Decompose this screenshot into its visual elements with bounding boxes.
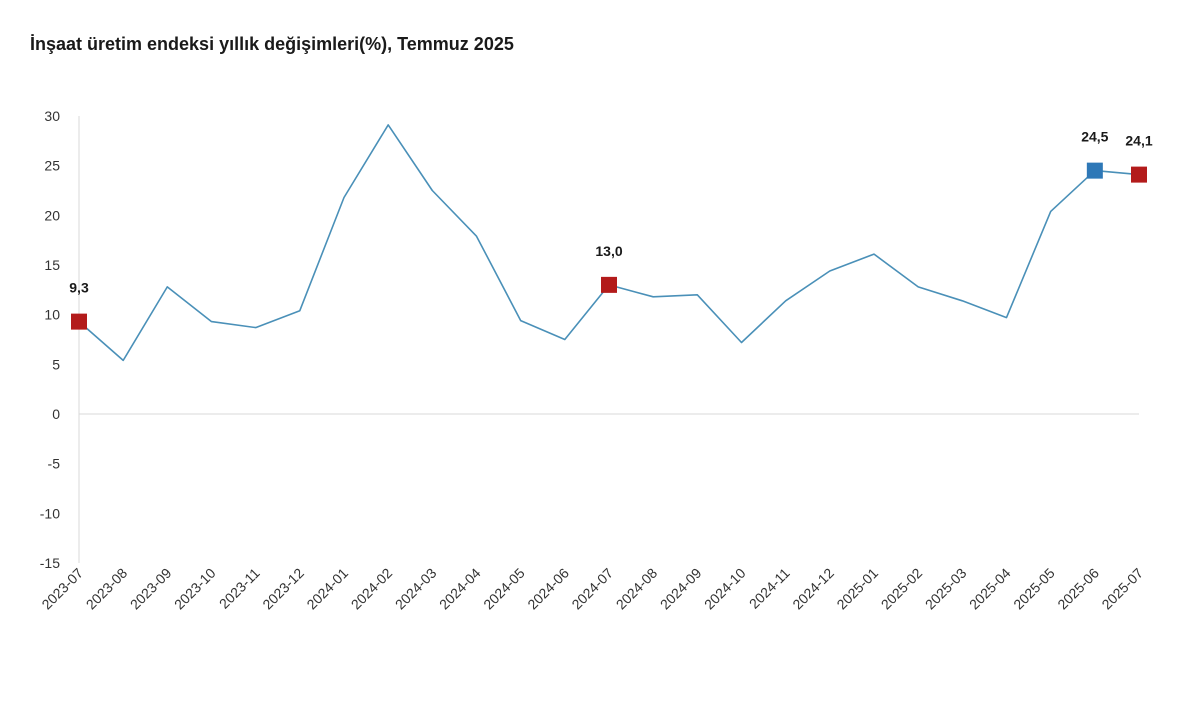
x-tick-label: 2023-09 xyxy=(127,565,175,613)
y-tick-label: 15 xyxy=(44,257,60,273)
data-label: 9,3 xyxy=(69,280,89,296)
x-tick-label: 2024-10 xyxy=(701,565,749,613)
x-tick-label: 2024-03 xyxy=(392,565,440,613)
x-tick-label: 2025-03 xyxy=(922,565,970,613)
y-axis-tick-labels: 30 25 20 15 10 5 0 -5 -10 -15 xyxy=(40,108,60,571)
data-point-marker xyxy=(1086,162,1103,179)
data-point-marker xyxy=(71,313,87,330)
y-tick-label: 20 xyxy=(44,207,60,223)
x-tick-label: 2025-01 xyxy=(833,565,881,613)
axes xyxy=(78,116,1139,563)
x-tick-label: 2024-06 xyxy=(524,565,572,613)
x-tick-label: 2024-01 xyxy=(303,565,351,613)
x-tick-label: 2025-04 xyxy=(966,565,1014,613)
x-tick-label: 2025-05 xyxy=(1010,565,1058,613)
y-tick-label: -15 xyxy=(40,555,60,571)
x-tick-label: 2024-07 xyxy=(568,565,616,613)
y-tick-label: 0 xyxy=(52,406,60,422)
y-tick-label: 30 xyxy=(44,108,60,124)
y-tick-label: -5 xyxy=(48,456,61,472)
y-tick-label: -10 xyxy=(40,505,60,521)
x-axis-tick-labels: 2023-072023-082023-092023-102023-112023-… xyxy=(38,565,1146,613)
x-tick-label: 2024-09 xyxy=(657,565,705,613)
y-tick-label: 10 xyxy=(44,307,60,323)
data-label: 24,1 xyxy=(1125,133,1152,149)
data-point-marker xyxy=(601,276,617,293)
x-tick-label: 2024-08 xyxy=(613,565,661,613)
chart-title: İnşaat üretim endeksi yıllık değişimleri… xyxy=(30,34,514,54)
data-label: 24,5 xyxy=(1081,129,1108,145)
y-tick-label: 25 xyxy=(44,158,60,174)
x-tick-label: 2023-07 xyxy=(38,565,86,613)
x-tick-label: 2025-06 xyxy=(1054,565,1102,613)
x-tick-label: 2024-04 xyxy=(436,565,484,613)
x-tick-label: 2024-05 xyxy=(480,565,528,613)
x-tick-label: 2023-10 xyxy=(171,565,219,613)
x-tick-label: 2024-12 xyxy=(789,565,837,613)
x-tick-label: 2024-11 xyxy=(746,565,793,612)
x-tick-label: 2023-12 xyxy=(259,565,307,613)
y-tick-label: 5 xyxy=(52,356,60,372)
highlight-markers xyxy=(71,162,1147,330)
x-tick-label: 2023-08 xyxy=(83,565,131,613)
data-point-marker xyxy=(1131,166,1147,183)
data-label: 13,0 xyxy=(595,243,622,259)
x-tick-label: 2025-02 xyxy=(878,565,926,613)
x-tick-label: 2025-07 xyxy=(1098,565,1146,613)
x-tick-label: 2023-11 xyxy=(216,565,263,612)
x-tick-label: 2024-02 xyxy=(348,565,396,613)
data-labels: 9,3 13,0 24,5 24,1 xyxy=(69,129,1153,296)
